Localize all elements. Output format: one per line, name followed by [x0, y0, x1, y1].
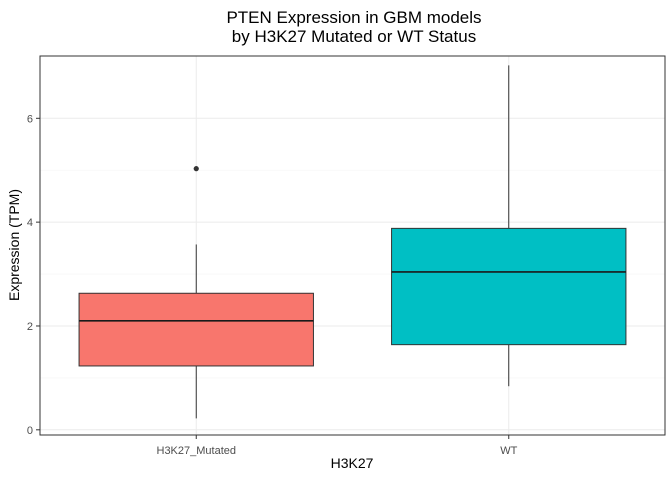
box-group [78, 166, 314, 419]
x-tick-label: WT [500, 445, 517, 457]
outlier-point [193, 166, 199, 172]
panel-border [39, 55, 666, 436]
y-tick-label: 2 [27, 321, 33, 333]
y-tick-label: 6 [27, 113, 33, 125]
x-axis-title: H3K27 [331, 455, 374, 471]
box-group [391, 65, 627, 387]
y-axis-title: Expression (TPM) [6, 189, 22, 301]
iqr-box [391, 227, 627, 346]
iqr-box [78, 292, 314, 367]
x-tick-label: H3K27_Mutated [157, 445, 237, 457]
y-tick-label: 4 [27, 217, 33, 229]
chart-subtitle: by H3K27 Mutated or WT Status [232, 27, 476, 46]
chart-title: PTEN Expression in GBM models [226, 8, 481, 27]
y-tick-label: 0 [27, 425, 33, 437]
axis-layer: 0 2 4 6 H3K27_Mutated WT [27, 113, 518, 457]
box-layer [78, 65, 627, 419]
